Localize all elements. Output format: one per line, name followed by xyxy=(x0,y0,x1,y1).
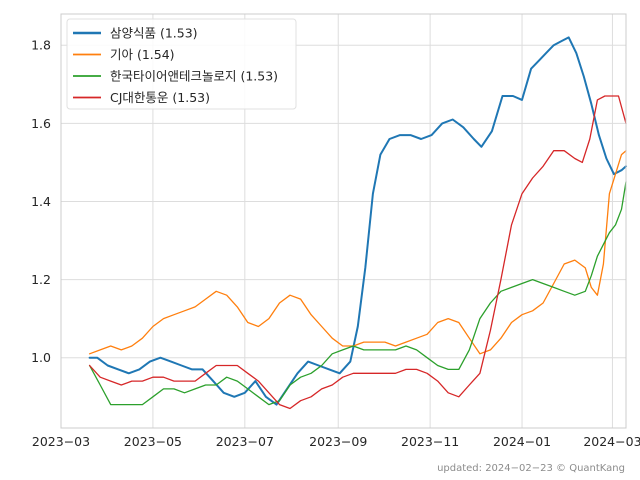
footer-credit: updated: 2024−02−23 © QuantKang xyxy=(437,463,625,474)
grid xyxy=(60,14,626,428)
y-tick-label: 1.4 xyxy=(31,194,51,209)
x-tick-label: 2023−03 xyxy=(32,434,90,449)
legend-box xyxy=(66,18,297,110)
series-line-4 xyxy=(88,95,627,410)
x-tick-label: 2024−01 xyxy=(493,434,551,449)
y-tick-label: 1.8 xyxy=(31,38,51,53)
legend-label: 삼양식품 (1.53) xyxy=(110,26,198,41)
plot-frame xyxy=(60,13,627,429)
x-axis: 2023−03 2023−05 2023−07 2023−09 2023−11 2024−… xyxy=(32,434,640,449)
y-axis: 1.0 1.2 1.4 1.6 1.8 xyxy=(31,38,51,365)
series-line-3 xyxy=(88,181,627,406)
series-line-1 xyxy=(88,36,627,406)
legend-label: 한국타이어앤테크놀로지 (1.53) xyxy=(110,69,278,84)
series-line-2 xyxy=(88,150,627,355)
y-tick-label: 1.0 xyxy=(31,350,51,365)
legend: 삼양식품 (1.53) 기아 (1.54) 한국타이어앤테크놀로지 (1.53) CJ… xyxy=(66,18,297,110)
x-tick-label: 2023−09 xyxy=(309,434,367,449)
x-tick-label: 2023−11 xyxy=(401,434,459,449)
series-lines xyxy=(88,36,627,410)
y-tick-label: 1.6 xyxy=(31,116,51,131)
legend-label: 기아 (1.54) xyxy=(110,47,175,62)
x-tick-label: 2023−07 xyxy=(216,434,274,449)
x-tick-label: 2023−05 xyxy=(124,434,182,449)
legend-label: CJ대한통운 (1.53) xyxy=(110,90,210,105)
x-tick-label: 2024−03 xyxy=(583,434,640,449)
y-tick-label: 1.2 xyxy=(31,272,51,287)
